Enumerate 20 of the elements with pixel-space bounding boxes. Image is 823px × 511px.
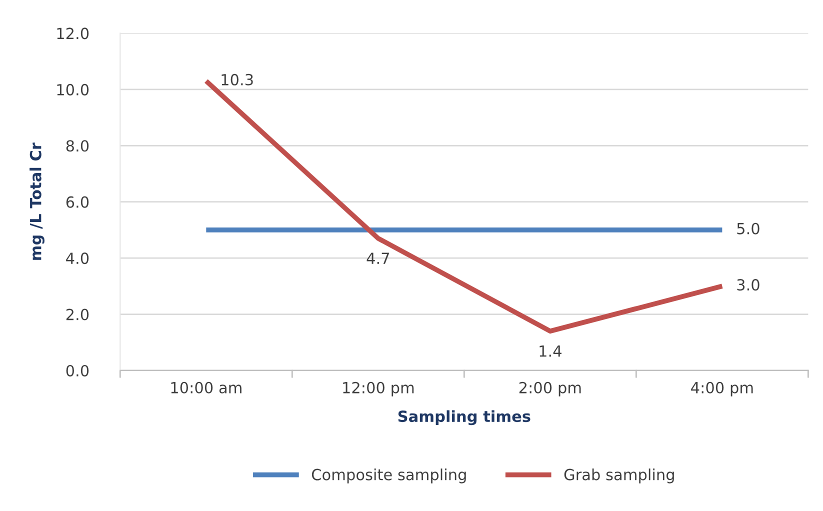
- x-tick-label: 12:00 pm: [343, 382, 414, 396]
- y-tick-label: 0.0: [66, 364, 89, 376]
- x-axis-title: Sampling times: [398, 410, 530, 426]
- y-tick-label: 10.0: [57, 84, 89, 96]
- y-tick-label: 8.0: [66, 140, 89, 152]
- y-tick-label: 4.0: [66, 252, 89, 264]
- x-tick-label: 2:00 pm: [519, 382, 581, 396]
- y-axis-title: mg /L Total Cr: [30, 142, 44, 260]
- data-label: 1.4: [540, 345, 562, 357]
- data-label: 4.7: [366, 252, 390, 264]
- y-tick-label: 6.0: [66, 196, 89, 208]
- y-tick-label: 2.0: [66, 308, 89, 320]
- legend-label: Grab sampling: [564, 468, 674, 484]
- data-label: 10.3: [222, 74, 253, 86]
- legend-label: Composite sampling: [312, 468, 466, 484]
- data-label: 3.0: [737, 279, 760, 291]
- x-tick-label: 10:00 am: [171, 382, 242, 394]
- x-tick-label: 4:00 pm: [691, 382, 753, 396]
- data-label: 5.0: [737, 222, 760, 234]
- y-tick-label: 12.0: [57, 28, 89, 40]
